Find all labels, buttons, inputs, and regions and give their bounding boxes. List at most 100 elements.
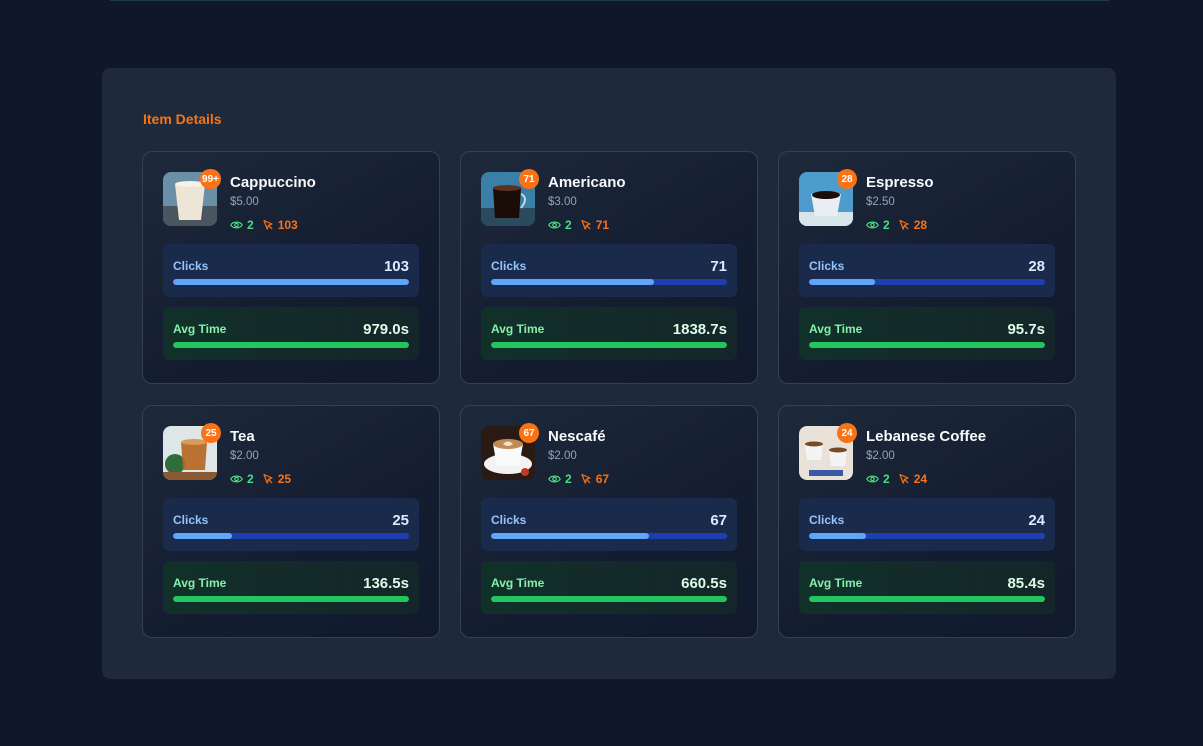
item-price: $5.00 xyxy=(230,196,259,208)
item-card-nescafe[interactable]: 67 Nescafé $2.00 2 67 Clic xyxy=(460,405,758,638)
cursor-click-icon xyxy=(899,473,909,484)
views-stat: 2 xyxy=(866,472,890,486)
item-card-espresso[interactable]: 28 Espresso $2.50 2 28 Cli xyxy=(778,151,1076,384)
clicks-metric: Clicks 25 xyxy=(163,498,419,551)
thumbnail-wrapper: 99+ xyxy=(163,169,221,226)
clicks-count: 67 xyxy=(595,472,610,486)
click-count-badge: 28 xyxy=(837,169,857,189)
item-grid: 99+ Cappuccino $5.00 2 103 xyxy=(142,151,1076,638)
clicks-progress-fill xyxy=(809,279,876,285)
thumbnail-wrapper: 28 xyxy=(799,169,857,226)
clicks-progress-bar xyxy=(491,533,727,539)
avg-time-label: Avg Time xyxy=(809,576,863,590)
cursor-click-icon xyxy=(899,219,909,230)
item-info: Tea $2.00 2 25 xyxy=(230,426,291,486)
item-card-americano[interactable]: 71 Americano $3.00 2 71 Cl xyxy=(460,151,758,384)
thumbnail-wrapper: 25 xyxy=(163,423,221,480)
nescafe-image xyxy=(481,426,535,480)
avg-time-value: 979.0s xyxy=(363,320,409,338)
item-name: Americano xyxy=(548,174,626,191)
item-stats: 2 28 xyxy=(866,218,934,232)
clicks-stat: 24 xyxy=(898,472,927,486)
item-stats: 2 103 xyxy=(230,218,316,232)
clicks-progress-fill xyxy=(491,533,650,539)
clicks-value: 28 xyxy=(1028,257,1045,275)
avg-time-progress-bar xyxy=(173,342,409,348)
clicks-stat: 28 xyxy=(898,218,927,232)
top-divider xyxy=(110,0,1109,1)
card-header: 67 Nescafé $2.00 2 67 xyxy=(481,423,737,486)
item-card-cappuccino[interactable]: 99+ Cappuccino $5.00 2 103 xyxy=(142,151,440,384)
click-count-badge: 67 xyxy=(519,423,539,443)
clicks-count: 24 xyxy=(913,472,928,486)
eye-icon xyxy=(230,475,243,483)
clicks-progress-bar xyxy=(809,279,1045,285)
cursor-click-icon xyxy=(581,473,591,484)
card-header: 28 Espresso $2.50 2 28 xyxy=(799,169,1055,232)
clicks-metric: Clicks 24 xyxy=(799,498,1055,551)
clicks-count: 103 xyxy=(277,218,298,232)
item-info: Nescafé $2.00 2 67 xyxy=(548,426,609,486)
avg-time-progress-bar xyxy=(809,596,1045,602)
item-card-lebanese[interactable]: 24 Lebanese Coffee $2.00 2 24 xyxy=(778,405,1076,638)
avg-time-progress-fill xyxy=(173,342,409,348)
clicks-progress-fill xyxy=(173,279,409,285)
clicks-progress-fill xyxy=(173,533,232,539)
views-count: 2 xyxy=(565,218,572,232)
item-name: Lebanese Coffee xyxy=(866,428,987,445)
item-name: Nescafé xyxy=(548,428,606,445)
avg-time-label: Avg Time xyxy=(491,322,545,336)
item-info: Cappuccino $5.00 2 103 xyxy=(230,172,316,232)
avg-time-label: Avg Time xyxy=(173,576,227,590)
clicks-count: 71 xyxy=(595,218,610,232)
avg-time-label: Avg Time xyxy=(809,322,863,336)
clicks-label: Clicks xyxy=(809,513,845,527)
avg-time-progress-fill xyxy=(809,342,1045,348)
clicks-label: Clicks xyxy=(173,513,209,527)
views-count: 2 xyxy=(247,218,254,232)
views-stat: 2 xyxy=(230,472,254,486)
item-name: Cappuccino xyxy=(230,174,316,191)
avg-time-metric: Avg Time 660.5s xyxy=(481,561,737,614)
clicks-metric: Clicks 71 xyxy=(481,244,737,297)
views-stat: 2 xyxy=(548,472,572,486)
avg-time-value: 136.5s xyxy=(363,574,409,592)
clicks-progress-bar xyxy=(173,279,409,285)
clicks-stat: 25 xyxy=(262,472,291,486)
espresso-image xyxy=(799,172,853,226)
clicks-label: Clicks xyxy=(491,259,527,273)
views-count: 2 xyxy=(883,218,890,232)
eye-icon xyxy=(866,221,879,229)
item-price: $2.00 xyxy=(548,450,577,462)
avg-time-value: 95.7s xyxy=(1007,320,1045,338)
click-count-badge: 71 xyxy=(519,169,539,189)
eye-icon xyxy=(230,221,243,229)
clicks-metric: Clicks 28 xyxy=(799,244,1055,297)
clicks-progress-fill xyxy=(809,533,866,539)
item-name: Espresso xyxy=(866,174,934,191)
clicks-stat: 103 xyxy=(262,218,298,232)
views-count: 2 xyxy=(565,472,572,486)
views-count: 2 xyxy=(247,472,254,486)
avg-time-metric: Avg Time 136.5s xyxy=(163,561,419,614)
clicks-value: 25 xyxy=(392,511,409,529)
avg-time-progress-bar xyxy=(809,342,1045,348)
cursor-click-icon xyxy=(263,219,273,230)
eye-icon xyxy=(866,475,879,483)
item-card-tea[interactable]: 25 Tea $2.00 2 25 Clicks xyxy=(142,405,440,638)
thumbnail-wrapper: 71 xyxy=(481,169,539,226)
clicks-label: Clicks xyxy=(491,513,527,527)
item-thumbnail xyxy=(799,172,853,226)
clicks-value: 103 xyxy=(383,257,409,275)
avg-time-progress-bar xyxy=(491,342,727,348)
eye-icon xyxy=(548,221,561,229)
avg-time-value: 1838.7s xyxy=(672,320,727,338)
thumbnail-wrapper: 24 xyxy=(799,423,857,480)
item-stats: 2 71 xyxy=(548,218,626,232)
item-price: $2.00 xyxy=(866,450,895,462)
avg-time-metric: Avg Time 979.0s xyxy=(163,307,419,360)
clicks-progress-fill xyxy=(491,279,654,285)
clicks-metric: Clicks 103 xyxy=(163,244,419,297)
card-header: 71 Americano $3.00 2 71 xyxy=(481,169,737,232)
click-count-badge: 24 xyxy=(837,423,857,443)
